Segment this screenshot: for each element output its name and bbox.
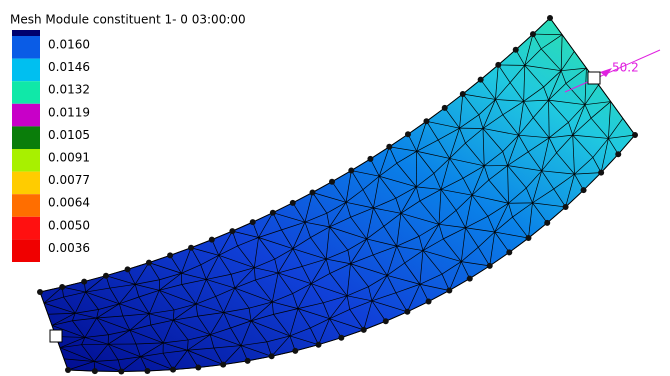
mesh (37, 15, 638, 374)
mesh-node (544, 220, 550, 226)
legend-swatch (12, 239, 40, 262)
mesh-node (386, 144, 392, 150)
legend-label: 0.0119 (48, 105, 90, 119)
legend-label: 0.0050 (48, 218, 90, 232)
mesh-node (188, 245, 194, 251)
legend-swatch (12, 217, 40, 240)
legend-label: 0.0160 (48, 38, 90, 52)
legend-label: 0.0036 (48, 241, 90, 255)
mesh-node (405, 131, 411, 137)
legend-swatch (12, 194, 40, 217)
mesh-node (270, 210, 276, 216)
legend-swatch (12, 149, 40, 172)
mesh-node (467, 276, 473, 282)
legend-top-swatch (12, 30, 40, 36)
mesh-node (442, 105, 448, 111)
mesh-node (167, 252, 173, 258)
legend-label: 0.0091 (48, 151, 90, 165)
legend-label: 0.0077 (48, 173, 90, 187)
mesh-node (367, 156, 373, 162)
mesh-node (495, 62, 501, 68)
legend-swatch (12, 104, 40, 127)
mesh-node (103, 273, 109, 279)
mesh-node (632, 132, 638, 138)
mesh-node (245, 358, 251, 364)
legend-swatch (12, 172, 40, 195)
mesh-node (513, 47, 519, 53)
mesh-node (460, 91, 466, 97)
mesh-node (329, 179, 335, 185)
legend-swatch (12, 36, 40, 59)
mesh-node (506, 249, 512, 255)
mesh-body (40, 18, 635, 371)
mesh-node (478, 77, 484, 83)
mesh-node (170, 367, 176, 373)
legend-swatch (12, 126, 40, 149)
mesh-view: Mesh Module constituent 1- 0 03:00:00 0.… (0, 0, 670, 376)
mesh-node (525, 235, 531, 241)
mesh-node (404, 309, 410, 315)
legend-label: 0.0146 (48, 60, 90, 74)
mesh-node (547, 15, 553, 21)
mesh-node (144, 368, 150, 374)
mesh-node (118, 368, 124, 374)
marker (50, 330, 62, 342)
mesh-node (361, 327, 367, 333)
mesh-node (146, 260, 152, 266)
mesh-node (229, 228, 235, 234)
page: {"title": "Mesh Module constituent 1- 0 … (0, 0, 670, 376)
mesh-node (581, 187, 587, 193)
title: Mesh Module constituent 1- 0 03:00:00 (10, 13, 246, 27)
mesh-node (310, 190, 316, 196)
mesh-node (423, 118, 429, 124)
legend-swatch (12, 59, 40, 82)
mesh-node (487, 263, 493, 269)
mesh-node (446, 287, 452, 293)
legend-label: 0.0064 (48, 196, 90, 210)
mesh-node (292, 348, 298, 354)
mesh-node (316, 342, 322, 348)
mesh-node (37, 289, 43, 295)
legend-swatch (12, 81, 40, 104)
marker (588, 72, 600, 84)
annotation: 50.2 (612, 61, 639, 75)
legend: 0.0160 0.0146 0.0132 0.0119 0.0105 0.0091 0.00… (12, 36, 110, 262)
mesh-node (65, 367, 71, 373)
mesh-node (59, 284, 65, 290)
mesh-node (290, 200, 296, 206)
mesh-node (426, 299, 432, 305)
legend-label: 0.0105 (48, 128, 90, 142)
mesh-node (563, 204, 569, 210)
mesh-node (220, 362, 226, 368)
mesh-node (125, 266, 131, 272)
mesh-node (530, 31, 536, 37)
mesh-node (598, 170, 604, 176)
mesh-node (81, 279, 87, 285)
mesh-node (383, 318, 389, 324)
mesh-node (195, 365, 201, 371)
mesh-node (209, 237, 215, 243)
mesh-node (269, 353, 275, 359)
mesh-node (92, 368, 98, 374)
mesh-node (250, 219, 256, 225)
mesh-node (348, 168, 354, 174)
mesh-node (338, 335, 344, 341)
mesh-node (615, 151, 621, 157)
legend-label: 0.0132 (48, 83, 90, 97)
